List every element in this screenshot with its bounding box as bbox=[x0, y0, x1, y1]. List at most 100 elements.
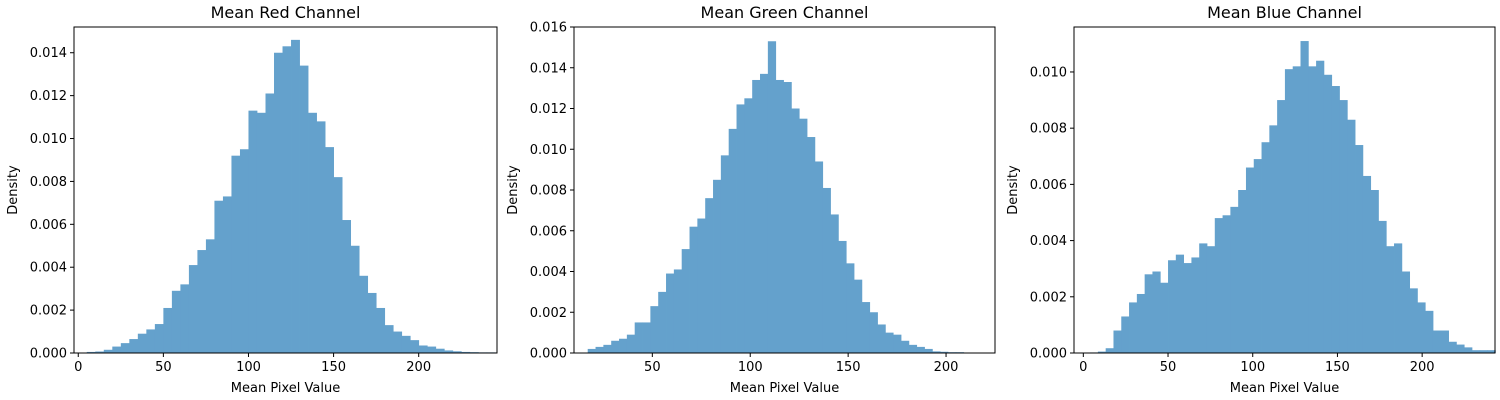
y-tick-label: 0.012 bbox=[530, 102, 567, 117]
histogram-bar bbox=[752, 79, 761, 353]
histogram-bar bbox=[1284, 69, 1294, 353]
histogram-bar bbox=[129, 339, 139, 353]
histogram-bar bbox=[1370, 190, 1379, 353]
histogram-bar bbox=[1129, 302, 1138, 353]
histogram-bar bbox=[171, 290, 181, 353]
y-tick-label: 0.008 bbox=[30, 175, 67, 190]
x-tick-label: 150 bbox=[321, 360, 346, 375]
histogram-bar bbox=[1440, 330, 1449, 353]
histogram-bar bbox=[1206, 246, 1216, 353]
histogram-bar bbox=[359, 275, 369, 353]
histogram-bar bbox=[154, 324, 164, 353]
y-tick-label: 0.000 bbox=[1030, 347, 1067, 362]
histogram-bar bbox=[205, 239, 215, 353]
histogram-bar bbox=[634, 322, 643, 353]
histogram-bar bbox=[1183, 263, 1192, 353]
histogram-bar bbox=[418, 345, 428, 353]
histogram-bar bbox=[1238, 190, 1247, 353]
y-tick-label: 0.006 bbox=[30, 218, 67, 233]
histogram-bar bbox=[86, 351, 96, 353]
x-tick-label: 50 bbox=[644, 360, 661, 375]
histogram-bar bbox=[452, 351, 462, 353]
histogram-bar bbox=[333, 177, 343, 353]
histogram-bar bbox=[1464, 347, 1473, 353]
histogram-bar bbox=[1339, 100, 1348, 353]
histogram-bar bbox=[1245, 167, 1255, 353]
histogram-bars bbox=[1090, 41, 1496, 354]
x-tick-label: 100 bbox=[1240, 360, 1265, 375]
histogram-bar bbox=[595, 346, 604, 353]
histogram-bar bbox=[1300, 41, 1309, 354]
histogram-bar bbox=[103, 349, 113, 353]
histogram-bar bbox=[1417, 302, 1426, 353]
x-axis-label: Mean Pixel Value bbox=[1230, 381, 1339, 396]
histogram-bar bbox=[1269, 125, 1278, 353]
histogram-bar bbox=[626, 334, 636, 353]
histogram-bar bbox=[1323, 74, 1333, 353]
histogram-bar bbox=[1409, 288, 1418, 353]
x-axis-label: Mean Pixel Value bbox=[231, 381, 340, 396]
histogram-bar bbox=[775, 79, 784, 353]
histogram-bar bbox=[689, 226, 698, 353]
histogram-bar bbox=[427, 346, 437, 353]
x-tick-label: 50 bbox=[155, 360, 172, 375]
histogram-bar bbox=[603, 344, 612, 353]
histogram-bar bbox=[188, 265, 198, 353]
histogram-bar bbox=[163, 307, 173, 353]
histogram-bar bbox=[666, 273, 675, 353]
histogram-bar bbox=[291, 39, 300, 354]
histogram-bar bbox=[1331, 86, 1340, 354]
histogram-bars bbox=[587, 41, 980, 354]
histogram-bar bbox=[146, 329, 156, 353]
x-tick-label: 0 bbox=[1079, 360, 1087, 375]
histogram-bar bbox=[137, 333, 147, 353]
plot-frame bbox=[73, 26, 498, 354]
histogram-bar bbox=[658, 291, 667, 354]
histogram-bar bbox=[1121, 316, 1130, 353]
x-tick-label: 200 bbox=[406, 360, 431, 375]
y-tick-label: 0.014 bbox=[530, 61, 567, 76]
histogram-bar bbox=[697, 218, 706, 353]
histogram-bar bbox=[1401, 271, 1411, 353]
histogram-bar bbox=[239, 149, 249, 353]
histogram-bar bbox=[1168, 260, 1177, 353]
histogram-bar bbox=[736, 104, 745, 353]
histogram-bar bbox=[1456, 344, 1465, 353]
histogram-bar bbox=[1097, 351, 1107, 353]
histogram-bar bbox=[728, 128, 737, 354]
histogram-bar bbox=[231, 155, 241, 353]
histogram-bar bbox=[1471, 350, 1481, 353]
histogram-bar bbox=[838, 240, 847, 353]
y-axis-label: Density bbox=[506, 165, 521, 215]
y-tick-label: 0.006 bbox=[1030, 178, 1067, 193]
y-tick-label: 0.006 bbox=[530, 224, 567, 239]
histogram-bar bbox=[1347, 119, 1356, 354]
histogram-bar bbox=[673, 269, 683, 353]
histogram-bar bbox=[877, 324, 886, 353]
histogram-bar bbox=[1152, 271, 1161, 353]
y-tick-label: 0.014 bbox=[30, 46, 67, 61]
histogram-bar bbox=[1362, 175, 1372, 353]
histogram-bar bbox=[854, 279, 863, 353]
chart-title: Mean Red Channel bbox=[211, 3, 361, 22]
histogram-bar bbox=[112, 346, 122, 353]
green-channel-histogram: 50 100 150 200 0.000 0.002 0.004 0.006 0.008 0.01… bbox=[506, 3, 996, 396]
histogram-bar bbox=[435, 348, 445, 353]
blue-channel-panel: 0 50 100 150 200 0.000 0.002 0.004 0.006 0.008 0.0… bbox=[1000, 0, 1500, 400]
histogram-bar bbox=[95, 351, 105, 353]
x-tick-label: 200 bbox=[934, 360, 959, 375]
histogram-bar bbox=[940, 351, 949, 353]
histogram-bar bbox=[893, 334, 902, 353]
histogram-bar bbox=[760, 73, 769, 354]
histogram-bar bbox=[1448, 341, 1457, 353]
histogram-bar bbox=[282, 46, 292, 354]
histogram-bar bbox=[901, 340, 910, 353]
y-tick-label: 0.002 bbox=[30, 304, 67, 319]
histogram-bar bbox=[1136, 293, 1146, 353]
histogram-bar bbox=[1386, 246, 1395, 353]
histogram-bar bbox=[1378, 220, 1387, 353]
histogram-bar bbox=[367, 292, 377, 353]
x-tick-label: 50 bbox=[1160, 360, 1177, 375]
histogram-bar bbox=[650, 306, 659, 353]
red-channel-panel: 0 50 100 150 200 0.000 0.002 0.004 0.006 0.008 0.0… bbox=[0, 0, 500, 400]
